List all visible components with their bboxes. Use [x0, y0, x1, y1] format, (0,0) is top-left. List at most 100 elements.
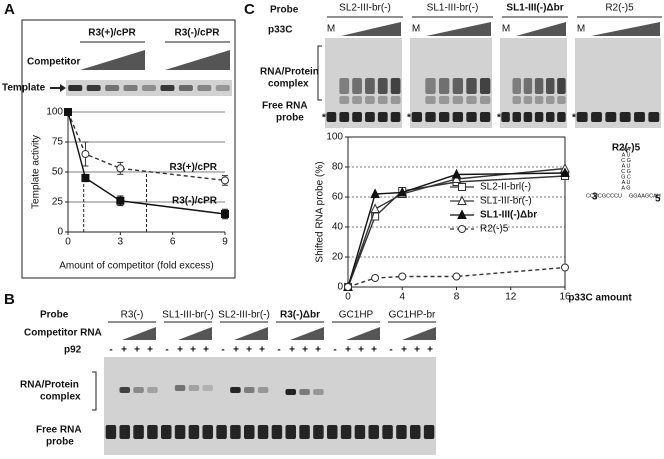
- gel-band: [174, 425, 186, 439]
- label: C: [244, 1, 255, 18]
- gel: [575, 38, 661, 128]
- legend-marker: [457, 209, 467, 219]
- gel-band: [523, 78, 533, 94]
- bracket: [92, 371, 97, 411]
- label: M: [327, 24, 335, 35]
- marker: [451, 168, 462, 179]
- label: -: [221, 345, 224, 356]
- gel-band: [299, 425, 310, 439]
- label: +: [371, 345, 377, 356]
- gel-band: [365, 96, 375, 104]
- label: +: [358, 345, 364, 356]
- label: *: [407, 113, 411, 124]
- gel-band: [352, 96, 362, 104]
- gel-band: [197, 85, 212, 91]
- gel-band: [133, 387, 144, 393]
- label: 50: [52, 167, 64, 178]
- wedge: [165, 50, 230, 70]
- label: 25: [52, 197, 64, 208]
- label: SL2-III-br(-): [339, 3, 391, 14]
- label: p33C: [268, 25, 292, 36]
- gel-band: [512, 112, 521, 122]
- gel-band: [411, 112, 423, 122]
- label: R2(-)5: [605, 3, 634, 14]
- gel-band: [188, 425, 200, 439]
- gel-band: [160, 425, 172, 439]
- label: Probe: [270, 5, 299, 16]
- label: +: [177, 345, 183, 356]
- gel-band: [576, 112, 588, 122]
- gel-band: [230, 387, 241, 393]
- label: A U: [622, 163, 631, 169]
- gel-band: [365, 78, 375, 94]
- marker: [81, 174, 90, 182]
- gel-band: [285, 425, 297, 439]
- gel-band: [326, 425, 338, 439]
- series-line: [347, 172, 566, 288]
- gel-band: [466, 78, 477, 94]
- label: complex: [40, 392, 81, 403]
- gel-band: [377, 112, 388, 122]
- marker: [64, 108, 72, 116]
- gel-band: [368, 425, 380, 439]
- gel-band: [619, 112, 631, 122]
- gel-band: [257, 387, 269, 393]
- marker: [221, 176, 229, 185]
- series-line: [347, 175, 566, 288]
- gel-band: [285, 389, 297, 395]
- gel-band: [466, 112, 477, 122]
- wedge: [80, 50, 145, 70]
- gel-band: [479, 96, 491, 104]
- gel-band: [557, 78, 566, 94]
- gel-band: [591, 112, 602, 122]
- label: 0: [337, 282, 343, 293]
- gel-band: [339, 112, 350, 122]
- label: B: [4, 291, 15, 308]
- gel-band: [365, 112, 375, 122]
- gel-band: [452, 112, 464, 122]
- label: M: [412, 24, 420, 35]
- gel-band: [160, 85, 175, 91]
- arrow-head: [60, 84, 66, 92]
- gel-band: [352, 78, 362, 94]
- label: +: [289, 345, 295, 356]
- gel-band: [340, 425, 352, 439]
- gel-band: [438, 112, 450, 122]
- label: -: [333, 345, 336, 356]
- label: SL1-III(-)Δbr: [506, 3, 563, 14]
- label: +: [401, 345, 407, 356]
- label: R3(-)/cPR: [174, 28, 220, 39]
- label: A U: [622, 152, 631, 158]
- label: -: [66, 57, 69, 68]
- label: GGAAGCAU: [629, 193, 661, 199]
- legend-marker: [457, 195, 467, 205]
- label: Free RNA: [36, 425, 82, 436]
- label: R3(+)/cPR: [169, 162, 217, 173]
- label: 75: [52, 137, 64, 148]
- label: +: [315, 345, 321, 356]
- label: -: [165, 345, 168, 356]
- gel-band: [423, 425, 435, 439]
- label: G C: [621, 174, 631, 180]
- wedge: [516, 22, 566, 36]
- label: probe: [46, 437, 74, 448]
- gel-band: [377, 96, 388, 104]
- label: RNA/Protein: [20, 380, 79, 391]
- marker: [452, 272, 461, 281]
- label: +: [147, 345, 153, 356]
- gel-band: [409, 425, 421, 439]
- label: RNA/Protein: [260, 67, 319, 78]
- marker: [116, 196, 125, 205]
- gel-band: [299, 389, 310, 395]
- gel-band: [425, 112, 436, 122]
- label: 100: [46, 107, 63, 118]
- label: M: [577, 24, 585, 35]
- label: 0: [345, 292, 351, 303]
- label: R3(+)/cPR: [88, 28, 136, 39]
- gel-band: [382, 425, 393, 439]
- label: A: [4, 1, 15, 18]
- gel-band: [216, 425, 227, 439]
- series-line: [347, 167, 566, 288]
- x-axis-label: p33C amount: [568, 293, 632, 304]
